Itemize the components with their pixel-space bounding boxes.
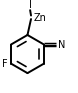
Text: F: F [2, 60, 7, 69]
Text: I: I [29, 0, 32, 10]
Text: Zn: Zn [33, 13, 46, 23]
Text: N: N [58, 40, 65, 50]
